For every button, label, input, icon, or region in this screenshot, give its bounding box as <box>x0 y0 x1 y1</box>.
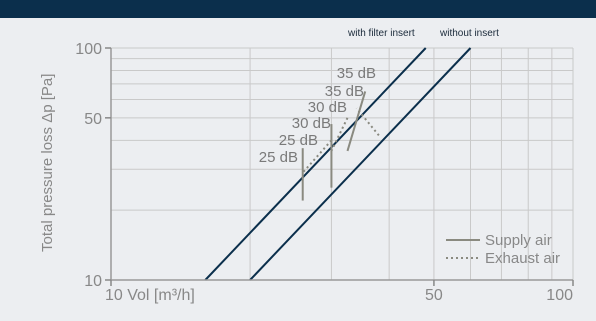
y-tick-label: 10 <box>84 273 102 290</box>
db-label: 25 dB <box>259 149 298 166</box>
header-bar <box>0 0 596 18</box>
x-tick-label: 100 <box>546 287 573 304</box>
x-tick-label: 10 Vol [m³/h] <box>105 287 195 304</box>
legend: Supply air Exhaust air <box>446 232 560 267</box>
db-label: 35 dB <box>325 83 364 100</box>
curve-labels: with filter insert without insert <box>347 28 499 39</box>
supply-line <box>346 91 367 152</box>
series-line <box>204 47 427 281</box>
y-tick-label: 100 <box>75 41 102 58</box>
exhaust-line <box>301 139 333 174</box>
curves <box>204 47 472 281</box>
series-line <box>249 47 472 281</box>
exhaust-line <box>330 117 349 152</box>
exhaust-air-lines <box>301 107 380 174</box>
y-axis-label: Total pressure loss Δp [Pa] <box>39 74 56 252</box>
legend-exhaust-label: Exhaust air <box>485 250 560 267</box>
db-label: 35 dB <box>337 65 376 82</box>
y-tick-label: 50 <box>84 111 102 128</box>
db-label: 30 dB <box>308 99 347 116</box>
curve-label-with-filter: with filter insert <box>347 28 415 39</box>
axes: 10 50 100 10 Vol [m³/h] 50 100 <box>75 41 574 304</box>
legend-supply-label: Supply air <box>485 232 552 249</box>
db-label: 30 dB <box>292 115 331 132</box>
supply-air-lines <box>301 91 367 201</box>
y-axis-label-group: Total pressure loss Δp [Pa] <box>39 74 56 252</box>
db-label: 25 dB <box>279 132 318 149</box>
curve-label-without-insert: without insert <box>439 28 499 39</box>
exhaust-line <box>355 107 380 137</box>
x-tick-label: 50 <box>425 287 443 304</box>
